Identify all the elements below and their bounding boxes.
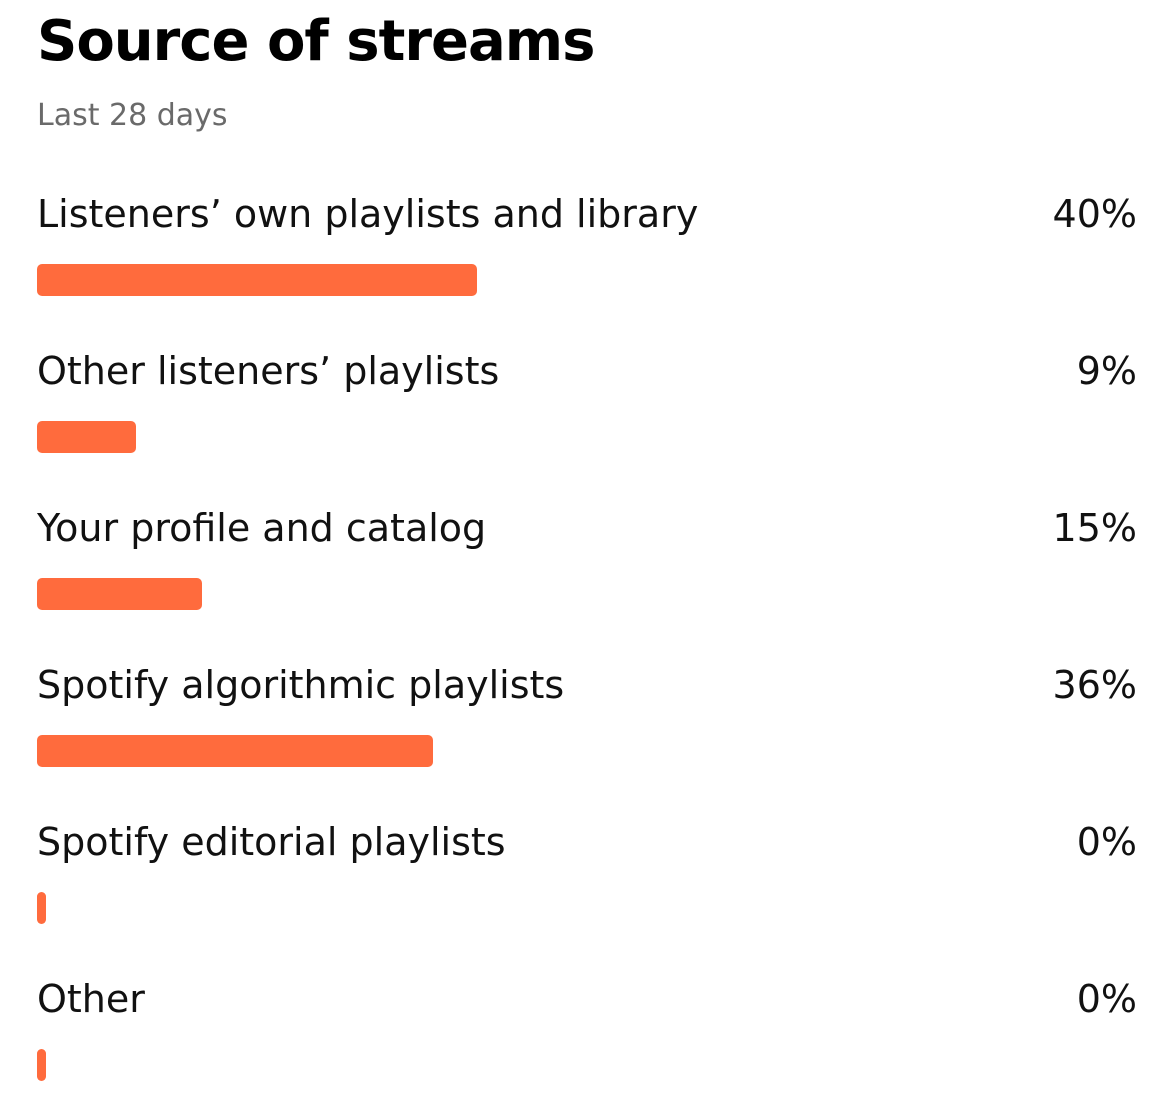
bar [37,735,433,767]
chart-row: Spotify editorial playlists 0% [37,820,1137,940]
chart-row: Other 0% [37,977,1137,1097]
bar-track [37,264,1137,296]
bar [37,421,136,453]
bar [37,892,46,924]
chart-row: Your profile and catalog 15% [37,506,1137,626]
bar [37,264,477,296]
bar [37,1049,46,1081]
bar [37,578,202,610]
category-label: Your profile and catalog [37,506,487,550]
chart-row: Spotify algorithmic playlists 36% [37,663,1137,783]
value-label: 15% [1052,506,1137,550]
category-label: Other listeners’ playlists [37,349,500,393]
bar-track [37,1049,1137,1081]
value-label: 0% [1076,977,1137,1021]
bar-track [37,578,1137,610]
value-label: 40% [1052,192,1137,236]
page-title: Source of streams [37,9,595,74]
chart-row: Other listeners’ playlists 9% [37,349,1137,469]
category-label: Spotify algorithmic playlists [37,663,565,707]
value-label: 9% [1076,349,1137,393]
category-label: Spotify editorial playlists [37,820,506,864]
chart-row: Listeners’ own playlists and library 40% [37,192,1137,312]
bar-track [37,735,1137,767]
category-label: Other [37,977,145,1021]
page-subtitle: Last 28 days [37,98,228,133]
value-label: 0% [1076,820,1137,864]
bar-track [37,421,1137,453]
value-label: 36% [1052,663,1137,707]
category-label: Listeners’ own playlists and library [37,192,699,236]
bar-track [37,892,1137,924]
